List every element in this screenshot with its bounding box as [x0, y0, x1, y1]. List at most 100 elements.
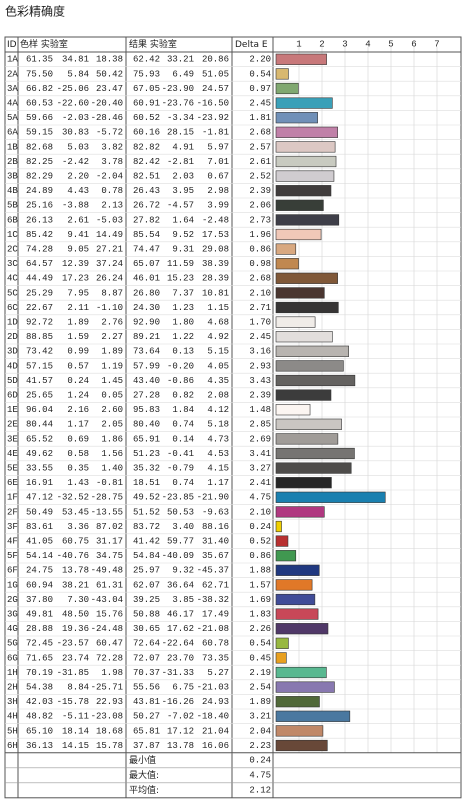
delta-e-bar: [275, 272, 338, 284]
table-cell: 10.81: [202, 288, 229, 298]
delta-e-bar: [275, 681, 335, 693]
table-cell: 55.56: [133, 682, 160, 692]
table-cell: 62.42: [133, 55, 160, 65]
table-cell: 49.52: [133, 493, 160, 503]
row-id: 1B: [7, 142, 18, 152]
table-cell: 39.25: [133, 595, 160, 605]
table-cell: 2.61: [249, 157, 271, 167]
table-cell: 0.78: [101, 186, 123, 196]
table-cell: 8.84: [67, 682, 89, 692]
table-cell: 9.52: [172, 230, 194, 240]
table-cell: -0.81: [96, 478, 123, 488]
table-cell: 2.23: [249, 741, 271, 751]
axis-tick-label: 2: [319, 39, 324, 49]
summary-value: 2.12: [249, 786, 271, 796]
table-cell: 24.75: [26, 566, 53, 576]
delta-e-bar: [275, 696, 320, 708]
table-cell: 2.93: [249, 361, 271, 371]
page-title: 色彩精确度: [5, 4, 65, 19]
table-cell: 0.57: [67, 361, 89, 371]
row-id: 3C: [7, 259, 18, 269]
table-cell: 2.16: [67, 405, 89, 415]
delta-e-bar: [275, 535, 289, 547]
table-cell: 3.95: [172, 186, 194, 196]
table-cell: -0.41: [167, 449, 194, 459]
delta-e-bar: [275, 360, 344, 372]
table-cell: 18.68: [96, 726, 123, 736]
table-cell: 22.93: [96, 697, 123, 707]
delta-e-bar: [275, 725, 324, 737]
table-cell: 2.04: [249, 726, 271, 736]
table-cell: -21.03: [197, 682, 229, 692]
table-cell: 0.14: [172, 434, 194, 444]
table-cell: -20.40: [91, 98, 123, 108]
table-cell: 60.16: [133, 128, 160, 138]
table-cell: 59.15: [26, 128, 53, 138]
table-cell: 54.84: [133, 551, 160, 561]
table-cell: 16.06: [202, 741, 229, 751]
table-cell: 49.62: [26, 449, 53, 459]
table-cell: 3.99: [207, 201, 229, 211]
table-cell: -1.10: [96, 303, 123, 313]
table-cell: 11.59: [167, 259, 194, 269]
table-cell: 41.05: [26, 536, 53, 546]
table-cell: 0.86: [249, 244, 271, 254]
row-id: 6F: [7, 566, 18, 576]
row-id: 1E: [7, 405, 18, 415]
table-cell: 73.64: [133, 347, 160, 357]
table-cell: 2.20: [249, 55, 271, 65]
table-cell: 2.61: [67, 215, 89, 225]
table-cell: 34.75: [96, 551, 123, 561]
table-cell: 2.45: [249, 98, 271, 108]
row-id: 4B: [7, 186, 18, 196]
table-cell: 16.91: [26, 478, 53, 488]
table-cell: 31.40: [202, 536, 229, 546]
table-cell: 30.83: [62, 128, 89, 138]
table-cell: 64.57: [26, 259, 53, 269]
table-cell: 2.98: [207, 186, 229, 196]
table-cell: 43.81: [133, 697, 160, 707]
table-cell: 21.04: [202, 726, 229, 736]
table-cell: 30.65: [133, 624, 160, 634]
table-cell: 85.42: [26, 230, 53, 240]
table-cell: -5.03: [96, 215, 123, 225]
delta-e-bar: [275, 170, 335, 182]
table-cell: 4.73: [207, 434, 229, 444]
table-cell: -40.76: [57, 551, 89, 561]
table-cell: 37.87: [133, 741, 160, 751]
table-cell: 28.39: [202, 274, 229, 284]
table-cell: -23.57: [57, 639, 89, 649]
row-id: 4A: [7, 98, 18, 108]
table-cell: 2.08: [207, 390, 229, 400]
table-cell: 3.16: [249, 347, 271, 357]
delta-e-bar: [275, 462, 352, 474]
table-cell: 28.88: [26, 624, 53, 634]
table-cell: -21.08: [197, 624, 229, 634]
table-cell: 5.15: [207, 347, 229, 357]
column-header: 色样 实验室: [20, 38, 68, 50]
table-cell: 62.07: [133, 580, 160, 590]
table-cell: 33.55: [26, 463, 53, 473]
table-cell: -5.11: [62, 712, 89, 722]
delta-e-bar: [275, 199, 324, 211]
delta-e-bar: [275, 564, 320, 576]
table-cell: -43.04: [91, 595, 123, 605]
table-cell: 38.21: [62, 580, 89, 590]
table-cell: 2.26: [249, 624, 271, 634]
table-cell: 1.89: [101, 347, 123, 357]
table-cell: 80.44: [26, 420, 53, 430]
table-cell: 41.57: [26, 376, 53, 386]
delta-e-bar: [275, 53, 327, 65]
table-cell: -22.60: [57, 98, 89, 108]
table-cell: 0.05: [101, 390, 123, 400]
table-cell: -31.33: [162, 668, 194, 678]
table-cell: 51.52: [133, 507, 160, 517]
table-cell: 26.80: [133, 288, 160, 298]
table-cell: 1.56: [101, 449, 123, 459]
table-cell: -23.76: [162, 98, 194, 108]
table-cell: 1.83: [249, 609, 271, 619]
table-cell: 17.62: [167, 624, 194, 634]
table-cell: 3.36: [67, 522, 89, 532]
table-cell: 74.47: [133, 244, 160, 254]
table-cell: 3.41: [249, 449, 271, 459]
